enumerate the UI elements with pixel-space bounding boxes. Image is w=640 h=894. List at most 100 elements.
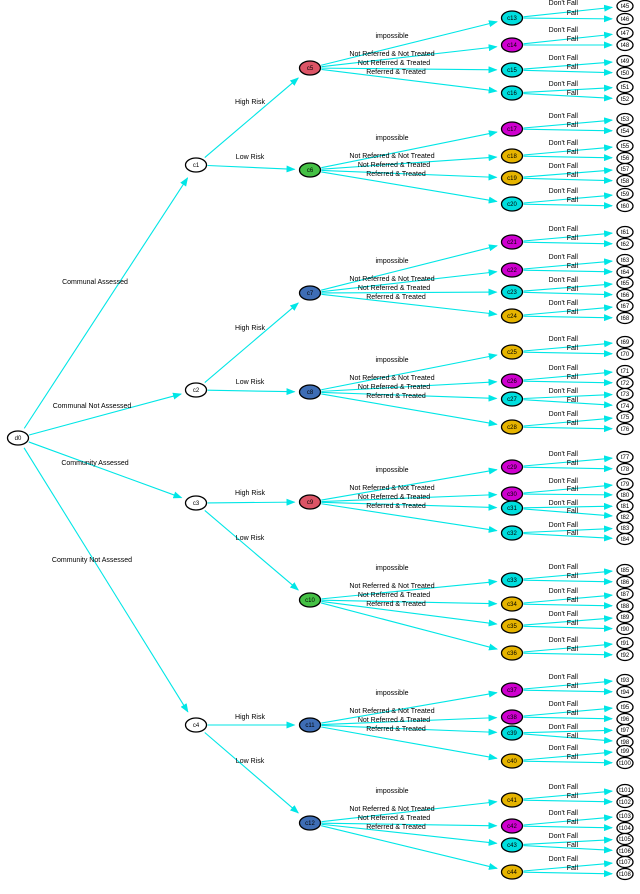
- node-t46-label: t46: [621, 17, 630, 23]
- node-t107: t107: [616, 855, 634, 869]
- node-c33-label: c33: [507, 578, 517, 584]
- edge-c40-t100: [523, 759, 614, 767]
- node-t48-label: t48: [621, 43, 630, 49]
- node-t45-shape: [616, 0, 634, 13]
- edge-d0-c1: [23, 177, 189, 429]
- node-t58-label: t58: [621, 179, 630, 185]
- node-t63: t63: [616, 253, 634, 267]
- node-t54-shape: [616, 124, 634, 138]
- edge-c18-t56: [523, 154, 614, 162]
- edge-c33-t85: [523, 568, 614, 580]
- node-t95: t95: [616, 700, 634, 714]
- edge-c26-t72: [523, 379, 614, 387]
- node-c31-label: c31: [507, 506, 517, 512]
- node-t66-label: t66: [621, 293, 630, 299]
- edge-label-c5-c15: Not Referred & Treated: [358, 60, 430, 67]
- node-t107-shape: [616, 855, 634, 869]
- node-t50: t50: [616, 66, 634, 80]
- node-c35-label: c35: [507, 624, 517, 630]
- edge-label-c7-c21: impossible: [375, 258, 408, 265]
- node-t89-label: t89: [621, 615, 630, 621]
- edge-c39-t97: [523, 727, 614, 735]
- edge-label-c34-t87: Don't Fall: [549, 588, 579, 595]
- edge-c3-c9: [207, 498, 296, 506]
- edge-c31-t82: [523, 508, 614, 519]
- edge-c29-t78: [523, 465, 614, 473]
- edge-label-c10-c33: impossible: [375, 565, 408, 572]
- node-t50-shape: [616, 66, 634, 80]
- node-t53-label: t53: [621, 117, 630, 123]
- edge-label-c22-t64: Fall: [567, 263, 579, 270]
- edge-label-c33-t85: Don't Fall: [549, 564, 579, 571]
- edge-c35-t89: [523, 615, 614, 626]
- node-t73-shape: [616, 387, 634, 401]
- edge-c12-c41: [321, 799, 498, 823]
- node-c34-shape: [500, 596, 524, 612]
- node-t60: t60: [616, 199, 634, 213]
- node-t59: t59: [616, 187, 634, 201]
- edge-c42-t103: [523, 814, 614, 826]
- node-c16: c16: [500, 85, 524, 101]
- node-c33-shape: [500, 572, 524, 588]
- edge-label-c11-c40: Referred & Treated: [366, 726, 426, 733]
- node-c39: c39: [500, 725, 524, 741]
- node-t99-shape: [616, 744, 634, 758]
- node-t93-shape: [616, 673, 634, 687]
- node-c25-label: c25: [507, 350, 517, 356]
- node-t78-label: t78: [621, 467, 630, 473]
- node-t71-label: t71: [621, 369, 630, 375]
- edge-c41-t101: [523, 788, 614, 800]
- node-c27-label: c27: [507, 397, 517, 403]
- node-c21-label: c21: [507, 240, 517, 246]
- node-c23-shape: [500, 284, 524, 300]
- node-t76-shape: [616, 422, 634, 436]
- edge-label-c6-c17: impossible: [375, 135, 408, 142]
- node-c17-shape: [500, 121, 524, 137]
- node-t61: t61: [616, 225, 634, 239]
- node-t68-label: t68: [621, 316, 630, 322]
- node-c1-shape: [184, 157, 208, 173]
- node-t95-shape: [616, 700, 634, 714]
- edge-c24-t67: [523, 304, 614, 316]
- edge-c8-c27: [321, 391, 498, 402]
- node-t75: t75: [616, 410, 634, 424]
- edge-label-c42-t103: Don't Fall: [549, 810, 579, 817]
- node-c42-label: c42: [507, 824, 517, 830]
- node-c32-label: c32: [507, 531, 517, 537]
- node-t45-label: t45: [621, 4, 630, 10]
- node-c27: c27: [500, 391, 524, 407]
- node-t105-shape: [616, 832, 634, 846]
- node-t61-shape: [616, 225, 634, 239]
- node-t54-label: t54: [621, 129, 630, 135]
- edge-c9-c30: [321, 491, 498, 503]
- node-t91: t91: [616, 636, 634, 650]
- node-t99-label: t99: [621, 749, 630, 755]
- node-t46-shape: [616, 12, 634, 26]
- node-c22: c22: [500, 262, 524, 278]
- node-t84-shape: [616, 532, 634, 546]
- edge-label-c5-c16: Referred & Treated: [366, 69, 426, 76]
- node-c32-shape: [500, 525, 524, 541]
- node-c8-shape: [298, 384, 322, 400]
- edge-c28-t75: [523, 415, 614, 427]
- edge-label-c35-t90: Fall: [567, 620, 579, 627]
- node-t61-label: t61: [621, 230, 630, 236]
- node-t89: t89: [616, 610, 634, 624]
- edge-c13-t45: [523, 4, 614, 18]
- node-t74: t74: [616, 399, 634, 413]
- node-t106: t106: [616, 844, 634, 858]
- edge-c11-c40: [321, 726, 498, 761]
- edge-c15-t49: [523, 59, 614, 70]
- node-t87-shape: [616, 587, 634, 601]
- node-c26-label: c26: [507, 379, 517, 385]
- node-c6-shape: [298, 162, 322, 178]
- node-c39-label: c39: [507, 731, 517, 737]
- node-c9: c9: [298, 494, 322, 510]
- node-c33: c33: [500, 572, 524, 588]
- edge-c7-c23: [321, 288, 498, 296]
- edge-label-c7-c22: Not Referred & Not Treated: [349, 276, 434, 283]
- node-t46: t46: [616, 12, 634, 26]
- node-t104: t104: [616, 821, 634, 835]
- edge-c29-t77: [523, 455, 614, 467]
- edge-label-c32-t84: Fall: [567, 530, 579, 537]
